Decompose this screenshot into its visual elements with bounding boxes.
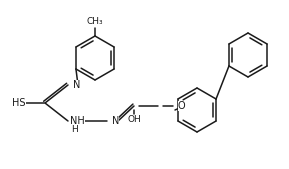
Text: H: H — [72, 125, 78, 134]
Text: HS: HS — [12, 98, 25, 108]
Text: N: N — [112, 116, 119, 126]
Text: N: N — [73, 80, 80, 90]
Text: CH₃: CH₃ — [87, 18, 103, 27]
Text: NH: NH — [70, 116, 85, 126]
Text: O: O — [178, 101, 186, 111]
Text: OH: OH — [127, 115, 141, 124]
